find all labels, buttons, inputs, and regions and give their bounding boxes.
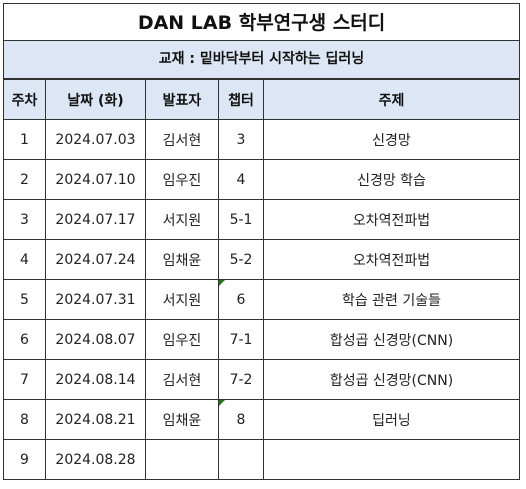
header-presenter[interactable]: 발표자 <box>145 79 219 120</box>
cell-topic[interactable]: 신경망 <box>263 119 520 160</box>
cell-chapter-with-comment[interactable]: 6 <box>218 279 264 320</box>
cell-week[interactable]: 2 <box>3 159 46 200</box>
sheet-title[interactable]: DAN LAB 학부연구생 스터디 <box>3 3 520 41</box>
table-row: 9 2024.08.28 <box>3 439 520 480</box>
cell-topic[interactable]: 오차역전파법 <box>263 199 520 240</box>
table-row: 1 2024.07.03 김서현 3 신경망 <box>3 119 520 160</box>
cell-week[interactable]: 9 <box>3 439 46 480</box>
table-row: 2 2024.07.10 임우진 4 신경망 학습 <box>3 159 520 200</box>
cell-chapter-with-comment[interactable]: 8 <box>218 399 264 440</box>
cell-date[interactable]: 2024.08.21 <box>45 399 146 440</box>
header-week[interactable]: 주차 <box>3 79 46 120</box>
header-topic[interactable]: 주제 <box>263 79 520 120</box>
cell-date[interactable]: 2024.07.10 <box>45 159 146 200</box>
cell-topic[interactable]: 딥러닝 <box>263 399 520 440</box>
cell-date[interactable]: 2024.07.31 <box>45 279 146 320</box>
cell-chapter[interactable]: 5-2 <box>218 239 264 280</box>
cell-week[interactable]: 3 <box>3 199 46 240</box>
cell-chapter[interactable]: 7-1 <box>218 319 264 360</box>
cell-topic[interactable]: 합성곱 신경망(CNN) <box>263 359 520 400</box>
table-row: 8 2024.08.21 임채윤 8 딥러닝 <box>3 399 520 440</box>
cell-week[interactable]: 6 <box>3 319 46 360</box>
textbook-subtitle[interactable]: 교재 : 밑바닥부터 시작하는 딥러닝 <box>3 41 520 79</box>
table-row: 4 2024.07.24 임채윤 5-2 오차역전파법 <box>3 239 520 280</box>
cell-topic[interactable]: 합성곱 신경망(CNN) <box>263 319 520 360</box>
cell-presenter[interactable]: 임채윤 <box>145 239 219 280</box>
table-row: 3 2024.07.17 서지원 5-1 오차역전파법 <box>3 199 520 240</box>
cell-week[interactable]: 5 <box>3 279 46 320</box>
cell-presenter[interactable]: 김서현 <box>145 119 219 160</box>
cell-presenter[interactable]: 임채윤 <box>145 399 219 440</box>
cell-date[interactable]: 2024.08.07 <box>45 319 146 360</box>
cell-chapter[interactable]: 3 <box>218 119 264 160</box>
table-row: 5 2024.07.31 서지원 6 학습 관련 기술들 <box>3 279 520 320</box>
cell-date[interactable]: 2024.08.28 <box>45 439 146 480</box>
cell-week[interactable]: 7 <box>3 359 46 400</box>
cell-chapter[interactable]: 7-2 <box>218 359 264 400</box>
cell-presenter[interactable]: 서지원 <box>145 279 219 320</box>
cell-date[interactable]: 2024.08.14 <box>45 359 146 400</box>
cell-presenter[interactable]: 임우진 <box>145 319 219 360</box>
table-row: 7 2024.08.14 김서현 7-2 합성곱 신경망(CNN) <box>3 359 520 400</box>
cell-week[interactable]: 8 <box>3 399 46 440</box>
cell-chapter[interactable] <box>218 439 264 480</box>
header-row: 주차 날짜 (화) 발표자 챕터 주제 <box>3 79 520 120</box>
cell-presenter[interactable]: 임우진 <box>145 159 219 200</box>
cell-chapter[interactable]: 4 <box>218 159 264 200</box>
cell-chapter[interactable]: 5-1 <box>218 199 264 240</box>
cell-week[interactable]: 1 <box>3 119 46 160</box>
header-date[interactable]: 날짜 (화) <box>45 79 146 120</box>
table-row: 6 2024.08.07 임우진 7-1 합성곱 신경망(CNN) <box>3 319 520 360</box>
cell-presenter[interactable]: 김서현 <box>145 359 219 400</box>
header-chapter[interactable]: 챕터 <box>218 79 264 120</box>
cell-topic[interactable]: 오차역전파법 <box>263 239 520 280</box>
cell-topic[interactable]: 신경망 학습 <box>263 159 520 200</box>
cell-date[interactable]: 2024.07.03 <box>45 119 146 160</box>
cell-topic[interactable] <box>263 439 520 480</box>
cell-topic[interactable]: 학습 관련 기술들 <box>263 279 520 320</box>
cell-presenter[interactable] <box>145 439 219 480</box>
cell-date[interactable]: 2024.07.24 <box>45 239 146 280</box>
schedule-table: 주차 날짜 (화) 발표자 챕터 주제 1 2024.07.03 김서현 3 신… <box>3 79 520 480</box>
cell-week[interactable]: 4 <box>3 239 46 280</box>
cell-presenter[interactable]: 서지원 <box>145 199 219 240</box>
cell-date[interactable]: 2024.07.17 <box>45 199 146 240</box>
study-schedule-sheet: DAN LAB 학부연구생 스터디 교재 : 밑바닥부터 시작하는 딥러닝 주차… <box>3 3 520 480</box>
